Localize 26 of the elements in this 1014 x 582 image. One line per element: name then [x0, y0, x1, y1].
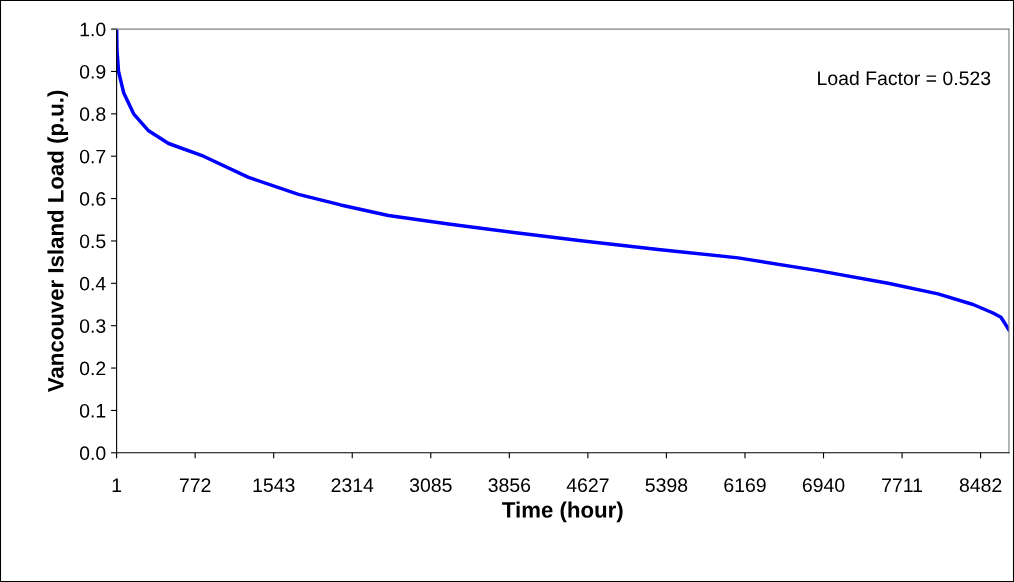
y-tick-label: 0.5 [79, 234, 106, 249]
x-tick-label: 8482 [959, 478, 1002, 493]
x-tick-label: 6940 [802, 478, 845, 493]
y-tick-label: 0.4 [79, 276, 106, 291]
x-tick-label: 6169 [724, 478, 766, 493]
y-tick-label: 0.0 [79, 446, 106, 461]
x-tick-label: 772 [179, 478, 211, 492]
x-tick-label: 5398 [645, 478, 688, 493]
x-tick-label: 7711 [882, 478, 923, 492]
y-tick-label: 0.3 [79, 319, 106, 333]
x-tick-label: 4627 [566, 478, 609, 493]
x-tick-label: 1543 [253, 478, 295, 493]
y-tick-label: 0.8 [79, 107, 106, 122]
x-axis-title: Time (hour) [502, 501, 623, 523]
y-axis-title: Vancouver Island Load (p.u.) [47, 90, 69, 393]
y-tick-label: 0.9 [79, 64, 106, 79]
y-tick-label: 1.0 [80, 22, 106, 37]
y-tick-label: 0.1 [79, 403, 106, 418]
x-tick-label: 2314 [331, 478, 374, 493]
annotation: Load Factor = 0.523 [818, 70, 991, 86]
y-tick-label: 0.6 [79, 192, 106, 206]
y-tick-label: 0.2 [79, 361, 106, 376]
y-tick-label: 0.7 [79, 149, 106, 164]
x-tick-label: 3856 [488, 478, 531, 493]
x-tick-label: 3085 [409, 478, 452, 493]
x-tick-label: 1 [112, 478, 122, 492]
